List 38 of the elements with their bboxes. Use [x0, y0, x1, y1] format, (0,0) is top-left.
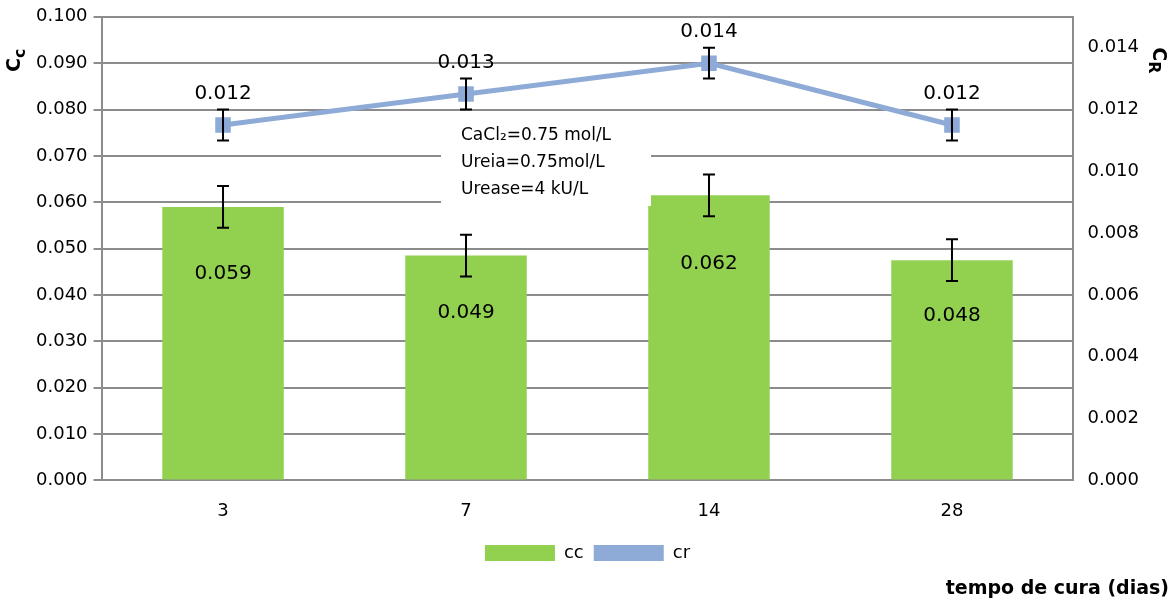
- data-label: 0.062: [680, 250, 738, 275]
- data-label: 0.014: [680, 17, 738, 42]
- y-tick-label: 0.090: [36, 50, 88, 72]
- x-axis-title: tempo de cura (dias): [945, 576, 1169, 598]
- data-label: 0.012: [194, 79, 252, 104]
- x-tick-label: 7: [460, 498, 472, 520]
- bar: [891, 260, 1013, 480]
- data-label: 0.012: [923, 79, 981, 104]
- y-tick-label: 0.010: [36, 421, 88, 443]
- legend-label: cr: [672, 540, 691, 562]
- y2-tick-label: 0.002: [1087, 406, 1139, 428]
- x-tick-label: 14: [697, 498, 721, 520]
- data-label: 0.048: [923, 302, 981, 327]
- y2-tick-label: 0.010: [1087, 159, 1139, 181]
- y2-tick-label: 0.000: [1087, 468, 1139, 490]
- y-tick-label: 0.050: [36, 236, 88, 258]
- data-label: 0.013: [437, 48, 495, 73]
- x-tick-label: 3: [217, 498, 229, 520]
- bar: [405, 255, 527, 480]
- y2-tick-label: 0.008: [1087, 220, 1139, 242]
- data-label: 0.059: [194, 259, 252, 284]
- y-tick-label: 0.070: [36, 143, 88, 165]
- y-tick-label: 0.040: [36, 282, 88, 304]
- y2-tick-label: 0.012: [1087, 97, 1139, 119]
- bar: [648, 195, 770, 480]
- x-tick-label: 28: [940, 498, 964, 520]
- legend-label: cc: [563, 540, 584, 562]
- y-tick-label: 0.100: [36, 4, 88, 26]
- bar: [162, 206, 284, 480]
- y-tick-label: 0.030: [36, 328, 88, 350]
- y2-tick-label: 0.006: [1087, 282, 1139, 304]
- y-tick-label: 0.020: [36, 375, 88, 397]
- y2-tick-label: 0.004: [1087, 344, 1139, 366]
- y-tick-label: 0.060: [36, 189, 88, 211]
- y-tick-label: 0.080: [36, 97, 88, 119]
- y2-tick-label: 0.014: [1087, 35, 1139, 57]
- data-label: 0.049: [437, 298, 495, 323]
- y-tick-label: 0.000: [36, 468, 88, 490]
